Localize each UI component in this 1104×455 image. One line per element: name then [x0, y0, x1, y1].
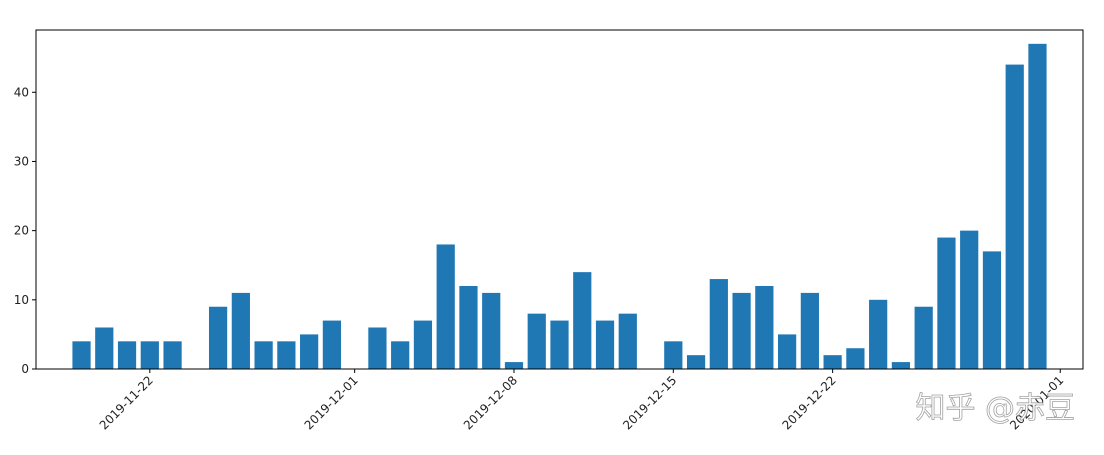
bar — [413, 320, 433, 369]
bar — [277, 341, 296, 369]
bar — [391, 341, 410, 369]
bar — [550, 320, 569, 369]
bar — [755, 285, 774, 369]
bar — [686, 355, 706, 369]
bar — [778, 334, 797, 369]
y-tick-label: 0 — [21, 362, 29, 376]
bar — [163, 341, 182, 369]
y-tick-label: 10 — [14, 293, 29, 307]
bar — [1005, 64, 1024, 370]
bar — [459, 285, 478, 369]
x-tick-label: 2019-12-08 — [461, 373, 520, 432]
bar — [960, 230, 979, 369]
bar — [709, 279, 728, 369]
bar — [846, 348, 865, 369]
bar — [982, 251, 1002, 369]
bar — [823, 355, 842, 369]
bar — [595, 320, 615, 369]
bar — [482, 292, 501, 369]
bar — [914, 306, 933, 369]
bar — [800, 292, 819, 369]
watermark: 知乎 @赤豆 — [915, 391, 1075, 426]
bar — [618, 313, 637, 369]
bar — [208, 306, 228, 369]
bar — [664, 341, 683, 369]
bar — [95, 327, 114, 369]
plot-frame — [35, 29, 1084, 370]
bar — [300, 334, 319, 369]
bar — [368, 327, 387, 369]
bar — [1028, 43, 1047, 370]
bar — [573, 272, 592, 369]
bar — [117, 341, 137, 369]
bar — [869, 299, 888, 369]
bar — [436, 244, 455, 369]
bar — [322, 320, 341, 369]
bar — [732, 292, 751, 369]
x-tick-label: 2019-12-15 — [620, 373, 679, 432]
x-tick-label: 2019-11-22 — [97, 373, 156, 432]
y-tick-label: 40 — [14, 85, 29, 99]
x-tick-label: 2019-12-01 — [302, 373, 361, 432]
bar — [231, 292, 250, 369]
y-tick-label: 30 — [14, 154, 29, 168]
bar — [527, 313, 546, 369]
bar — [891, 362, 911, 369]
x-tick-label: 2019-12-22 — [780, 373, 839, 432]
bar — [254, 341, 273, 369]
bar — [72, 341, 91, 369]
bar — [937, 237, 956, 369]
bar — [504, 362, 524, 369]
bar — [140, 341, 159, 369]
y-tick-label: 20 — [14, 224, 29, 238]
